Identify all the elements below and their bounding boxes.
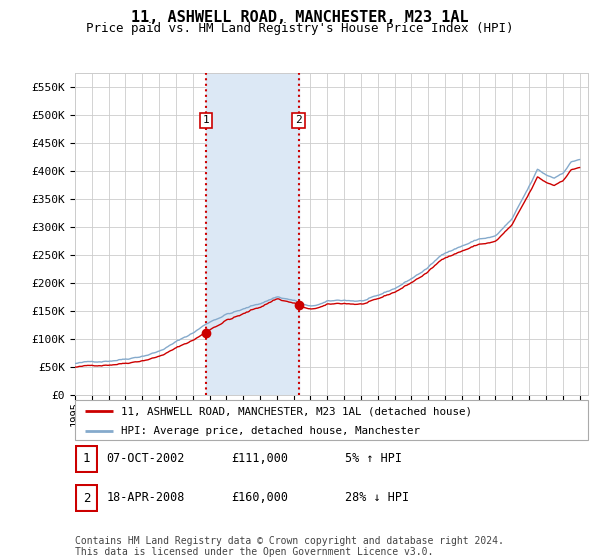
- Text: 2: 2: [83, 492, 90, 505]
- Text: 1: 1: [83, 452, 90, 465]
- Text: 11, ASHWELL ROAD, MANCHESTER, M23 1AL (detached house): 11, ASHWELL ROAD, MANCHESTER, M23 1AL (d…: [121, 407, 472, 417]
- Text: 28% ↓ HPI: 28% ↓ HPI: [345, 491, 409, 504]
- Text: 5% ↑ HPI: 5% ↑ HPI: [345, 452, 402, 465]
- Text: 1: 1: [202, 115, 209, 125]
- Text: £111,000: £111,000: [231, 452, 288, 465]
- Text: £160,000: £160,000: [231, 491, 288, 504]
- Text: 18-APR-2008: 18-APR-2008: [106, 491, 185, 504]
- Text: Price paid vs. HM Land Registry's House Price Index (HPI): Price paid vs. HM Land Registry's House …: [86, 22, 514, 35]
- Text: HPI: Average price, detached house, Manchester: HPI: Average price, detached house, Manc…: [121, 426, 420, 436]
- Text: 11, ASHWELL ROAD, MANCHESTER, M23 1AL: 11, ASHWELL ROAD, MANCHESTER, M23 1AL: [131, 10, 469, 25]
- Text: 07-OCT-2002: 07-OCT-2002: [106, 452, 185, 465]
- Text: 2: 2: [295, 115, 302, 125]
- Bar: [206, 73, 299, 395]
- Text: Contains HM Land Registry data © Crown copyright and database right 2024.
This d: Contains HM Land Registry data © Crown c…: [75, 535, 504, 557]
